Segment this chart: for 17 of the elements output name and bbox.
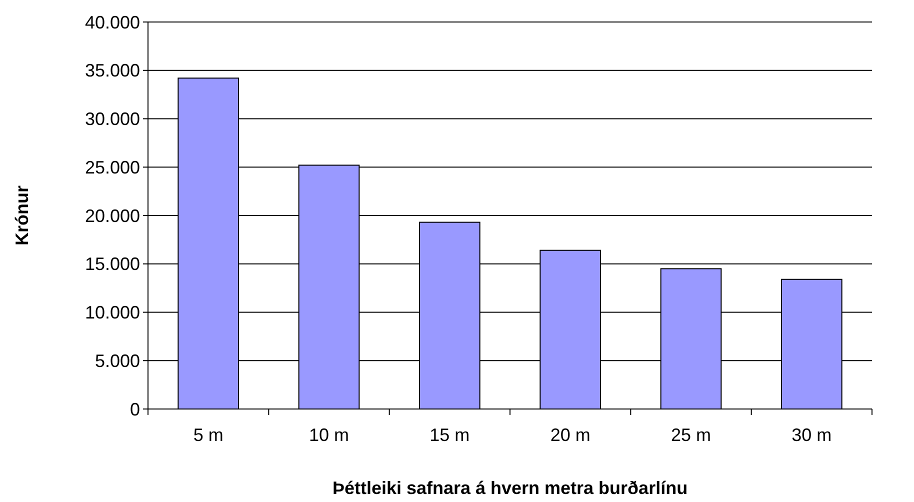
y-tick-label: 10.000 xyxy=(84,302,140,323)
x-tick-label: 10 m xyxy=(308,425,350,445)
x-axis-title: Þéttleiki safnara á hvern metra burðarlínu xyxy=(332,478,688,498)
x-tick-label: 15 m xyxy=(430,425,470,445)
x-tick-label: 25 m xyxy=(670,425,712,445)
y-tick-label: 5.000 xyxy=(94,350,140,371)
x-tick-label: 5 m xyxy=(193,425,224,445)
y-axis-title: Krónur xyxy=(12,186,32,246)
y-tick-label: 30.000 xyxy=(84,109,140,130)
y-tick-label: 0 xyxy=(130,399,140,420)
y-tick-label: 40.000 xyxy=(84,12,140,32)
y-tick-label: 25.000 xyxy=(84,157,140,178)
x-tick-label: 20 m xyxy=(550,425,590,445)
y-tick-label: 35.000 xyxy=(84,60,140,81)
x-tick-label: 30 m xyxy=(792,425,832,445)
y-tick-label: 20.000 xyxy=(84,206,140,226)
y-tick-label: 15.000 xyxy=(84,254,140,274)
